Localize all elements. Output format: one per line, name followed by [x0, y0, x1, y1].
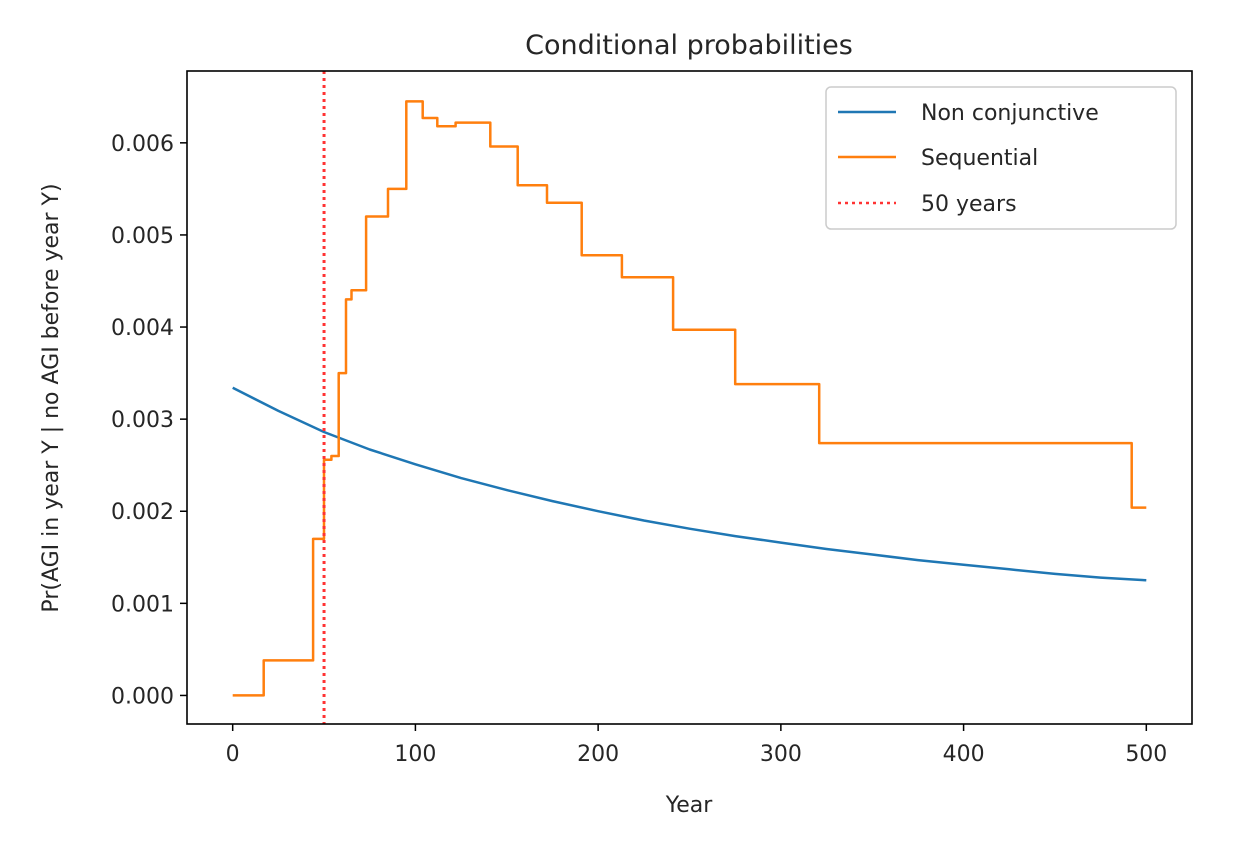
y-axis-title: Pr(AGI in year Y | no AGI before year Y): [39, 183, 64, 612]
x-axis: 0 100 200 300 400 500: [226, 724, 1167, 767]
legend-label-non-conjunctive: Non conjunctive: [921, 101, 1099, 126]
plot-area: [232, 71, 1147, 724]
x-tick-label: 100: [394, 742, 436, 767]
y-tick-label: 0.004: [111, 316, 174, 341]
x-tick-label: 400: [943, 742, 985, 767]
y-tick-label: 0.005: [111, 224, 174, 249]
legend: Non conjunctive Sequential 50 years: [825, 86, 1177, 230]
x-tick-label: 500: [1125, 742, 1167, 767]
plot-frame: [186, 70, 1193, 725]
y-tick-label: 0.002: [111, 500, 174, 525]
series-line-sequential: [232, 100, 1147, 697]
y-axis: 0.000 0.001 0.002 0.003 0.004 0.005 0.006: [111, 132, 187, 709]
legend-label-50-years: 50 years: [921, 192, 1017, 217]
x-tick-label: 0: [226, 742, 240, 767]
x-tick-label: 300: [760, 742, 802, 767]
x-axis-title: Year: [665, 793, 714, 818]
y-tick-label: 0.000: [111, 684, 174, 709]
y-tick-label: 0.006: [111, 132, 174, 157]
y-tick-label: 0.003: [111, 408, 174, 433]
series-line-non-conjunctive: [232, 386, 1147, 582]
legend-label-sequential: Sequential: [921, 146, 1038, 171]
x-tick-label: 200: [577, 742, 619, 767]
legend-frame: [825, 86, 1177, 230]
chart-title: Conditional probabilities: [525, 30, 853, 61]
y-tick-label: 0.001: [111, 592, 174, 617]
